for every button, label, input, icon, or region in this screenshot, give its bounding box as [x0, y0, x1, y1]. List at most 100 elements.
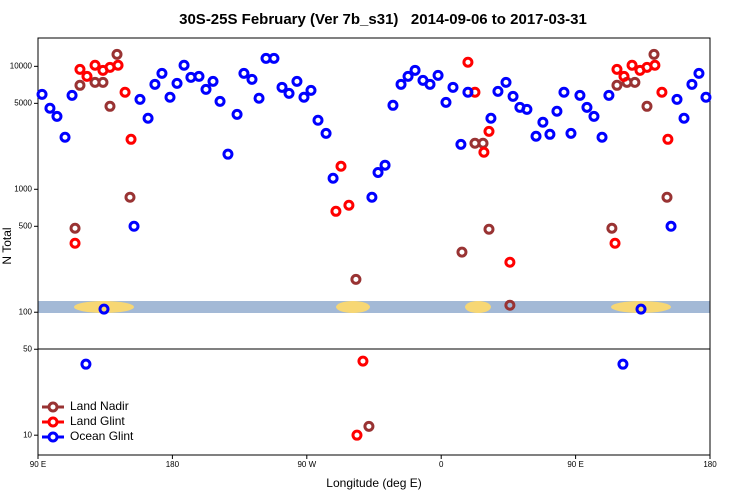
y-axis-label: N Total	[0, 227, 14, 264]
point	[81, 70, 93, 82]
point	[124, 191, 136, 203]
point	[231, 108, 243, 120]
point	[119, 86, 131, 98]
point	[500, 76, 512, 88]
point	[156, 67, 168, 79]
legend-marker	[47, 416, 59, 428]
y-tick-label: 10	[23, 430, 32, 439]
point	[66, 89, 78, 101]
point	[551, 105, 563, 117]
point	[641, 100, 653, 112]
land-blob	[465, 301, 491, 313]
point	[149, 78, 161, 90]
point	[686, 78, 698, 90]
point	[283, 87, 295, 99]
point	[678, 112, 690, 124]
point	[455, 138, 467, 150]
plot-frame	[37, 37, 711, 456]
point	[424, 78, 436, 90]
point	[485, 112, 497, 124]
point	[603, 89, 615, 101]
point	[111, 48, 123, 60]
point	[581, 101, 593, 113]
point	[617, 358, 629, 370]
point	[246, 73, 258, 85]
point	[69, 222, 81, 234]
point	[312, 114, 324, 126]
legend-label: Ocean Glint	[70, 429, 134, 443]
y-tick-label: 1000	[14, 184, 32, 193]
legend-label: Land Nadir	[70, 399, 129, 413]
point	[164, 91, 176, 103]
point	[276, 81, 288, 93]
point	[558, 86, 570, 98]
point	[387, 99, 399, 111]
point	[104, 100, 116, 112]
point	[665, 220, 677, 232]
point	[409, 64, 421, 76]
point	[402, 70, 414, 82]
point	[544, 128, 556, 140]
land-blob	[611, 301, 671, 313]
point	[207, 75, 219, 87]
point	[440, 96, 452, 108]
point	[609, 237, 621, 249]
point	[629, 76, 641, 88]
point	[662, 133, 674, 145]
x-axis-label: Longitude (deg E)	[326, 476, 421, 490]
point	[222, 148, 234, 160]
point	[606, 222, 618, 234]
x-tick-label: 90 E	[30, 460, 46, 469]
point	[327, 172, 339, 184]
land-blob	[336, 301, 370, 313]
point	[521, 103, 533, 115]
point	[507, 90, 519, 102]
point	[565, 127, 577, 139]
point	[537, 116, 549, 128]
point	[596, 131, 608, 143]
x-tick-label: 180	[166, 460, 180, 469]
point	[351, 429, 363, 441]
y-tick-label: 500	[19, 221, 33, 230]
y-tick-label: 50	[23, 344, 32, 353]
point	[193, 70, 205, 82]
point	[74, 63, 86, 75]
point	[693, 67, 705, 79]
point	[291, 75, 303, 87]
point	[611, 79, 623, 91]
point	[395, 78, 407, 90]
point	[51, 110, 63, 122]
point	[447, 81, 459, 93]
point	[238, 67, 250, 79]
point	[456, 246, 468, 258]
x-tick-label: 90 E	[567, 460, 583, 469]
y-tick-label: 100	[19, 307, 33, 316]
point	[363, 420, 375, 432]
point	[656, 86, 668, 98]
point	[462, 86, 474, 98]
y-tick-label: 10000	[10, 61, 33, 70]
point	[379, 159, 391, 171]
point	[80, 358, 92, 370]
point	[432, 69, 444, 81]
x-tick-label: 180	[703, 460, 717, 469]
point	[462, 56, 474, 68]
point	[648, 48, 660, 60]
y-tick-label: 5000	[14, 98, 32, 107]
point	[366, 191, 378, 203]
point	[504, 299, 516, 311]
point	[483, 223, 495, 235]
point	[574, 89, 586, 101]
point	[530, 130, 542, 142]
point	[44, 102, 56, 114]
point	[89, 59, 101, 71]
point	[142, 112, 154, 124]
point	[350, 273, 362, 285]
point	[36, 88, 48, 100]
point	[330, 205, 342, 217]
point	[320, 127, 332, 139]
legend-marker	[47, 431, 59, 443]
point	[97, 76, 109, 88]
point	[611, 63, 623, 75]
